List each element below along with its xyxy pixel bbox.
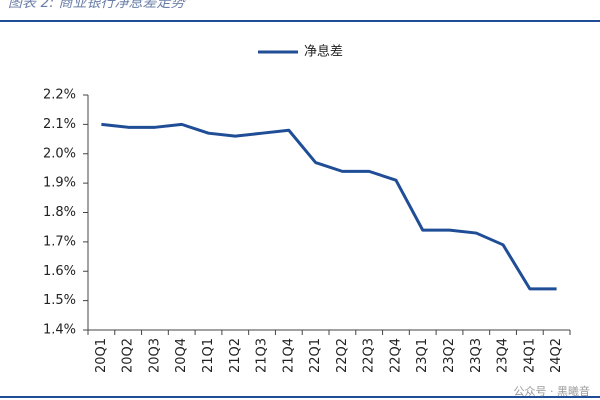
y-tick-label: 1.7% xyxy=(43,234,76,249)
x-tick-label: 24Q2 xyxy=(549,338,564,373)
x-tick-label: 21Q1 xyxy=(201,338,216,373)
series-line xyxy=(101,122,557,291)
y-tick-label: 1.4% xyxy=(43,323,76,338)
x-tick-label: 20Q1 xyxy=(94,338,109,373)
x-tick-label: 24Q1 xyxy=(522,338,537,373)
x-tick-label: 23Q2 xyxy=(442,338,457,373)
x-tick-label: 22Q4 xyxy=(388,338,403,373)
x-tick-label: 22Q3 xyxy=(362,338,377,373)
x-tick-label: 21Q4 xyxy=(281,338,296,373)
x-tick-label: 20Q3 xyxy=(147,338,162,373)
x-tick-label: 20Q2 xyxy=(121,338,136,373)
x-tick-label: 20Q4 xyxy=(174,338,189,373)
x-tick-label: 23Q1 xyxy=(415,338,430,373)
y-tick-label: 2.0% xyxy=(43,146,76,161)
y-tick-label: 1.8% xyxy=(43,205,76,220)
x-tick-label: 23Q3 xyxy=(469,338,484,373)
chart-title: 图表 2: 商业银行净息差走势 xyxy=(8,0,187,11)
y-tick-label: 2.2% xyxy=(43,88,76,103)
y-tick-label: 2.1% xyxy=(43,117,76,132)
x-tick-label: 21Q2 xyxy=(228,338,243,373)
watermark: 公众号 · 黑曦音 xyxy=(514,384,591,398)
y-tick-label: 1.5% xyxy=(43,293,76,308)
x-tick-label: 22Q1 xyxy=(308,338,323,373)
x-tick-label: 23Q4 xyxy=(496,338,511,373)
x-tick-label: 22Q2 xyxy=(335,338,350,373)
legend-label: 净息差 xyxy=(304,44,343,60)
y-tick-label: 1.9% xyxy=(43,176,76,191)
y-tick-label: 1.6% xyxy=(43,264,76,279)
x-tick-label: 21Q3 xyxy=(255,338,270,373)
